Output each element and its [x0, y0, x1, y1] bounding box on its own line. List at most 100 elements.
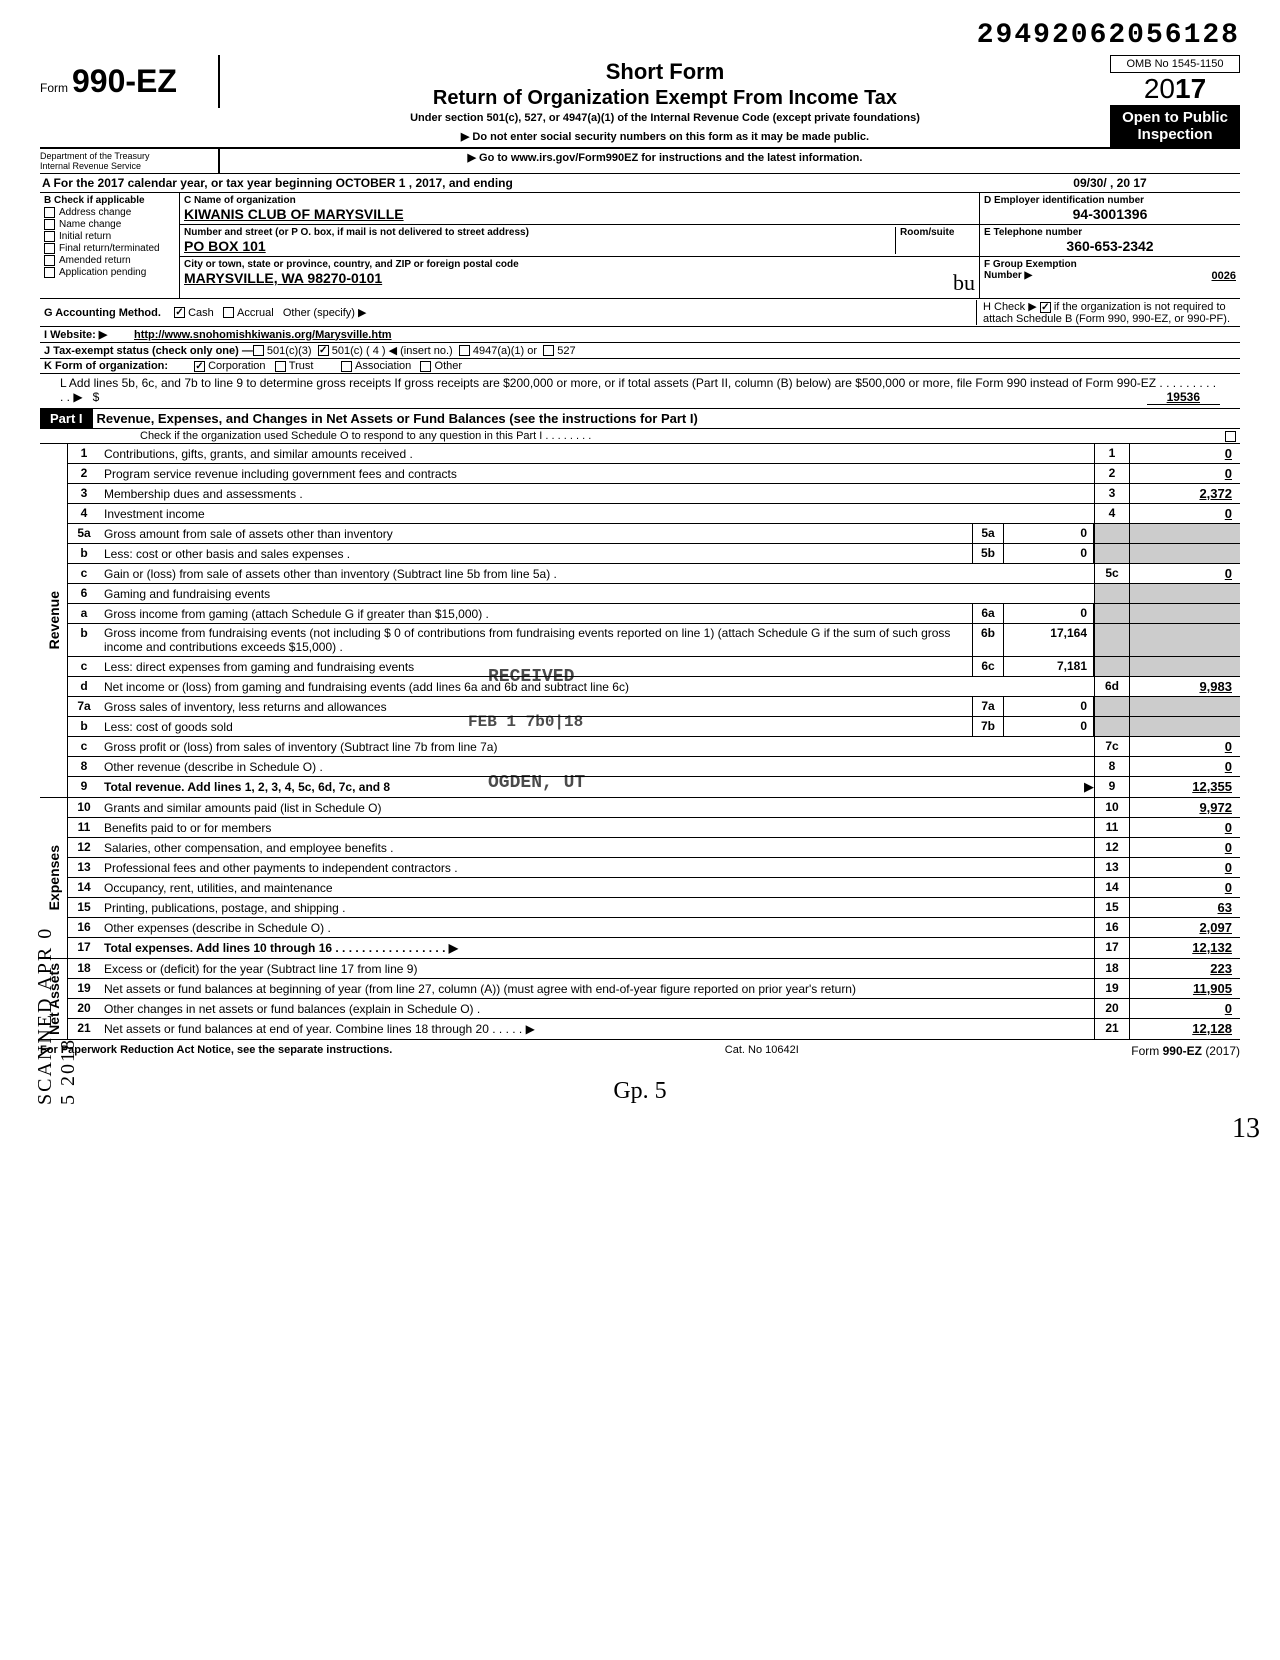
g-row: G Accounting Method. ✓ Cash Accrual Othe… [40, 299, 1240, 327]
k-o1: Corporation [208, 360, 265, 372]
k-c3[interactable] [341, 361, 352, 372]
header-row: Form 990-EZ Short Form Return of Organiz… [40, 55, 1240, 149]
l13-num: 13 [68, 858, 100, 877]
g-other: Other (specify) ▶ [283, 306, 367, 319]
e-val: 360-653-2342 [984, 238, 1236, 254]
j-c4[interactable] [543, 345, 554, 356]
l6b-iv: 17,164 [1004, 624, 1094, 656]
handwritten-bu: bu [953, 270, 975, 296]
l12-en: 12 [1094, 838, 1130, 857]
l7b-sh [1094, 717, 1130, 736]
j-c2[interactable]: ✓ [318, 345, 329, 356]
l1-num: 1 [68, 444, 100, 463]
c-city-cell: City or town, state or province, country… [180, 257, 979, 298]
l16-desc: Other expenses (describe in Schedule O) … [100, 918, 1094, 937]
form-page: 29492062056128 Form 990-EZ Short Form Re… [40, 20, 1240, 1105]
l13-en: 13 [1094, 858, 1130, 877]
l1-desc: Contributions, gifts, grants, and simila… [100, 444, 1094, 463]
footer-right: Form 990-EZ (2017) [1131, 1044, 1240, 1058]
l7a-iv: 0 [1004, 697, 1094, 716]
l3-en: 3 [1094, 484, 1130, 503]
e-cell: E Telephone number 360-653-2342 [980, 225, 1240, 257]
j-c1[interactable] [253, 345, 264, 356]
checkbox[interactable] [44, 267, 55, 278]
l6b-shv [1130, 624, 1240, 656]
c-street-label: Number and street (or P O. box, if mail … [184, 227, 895, 238]
k-c2[interactable] [275, 361, 286, 372]
c-city: MARYSVILLE, WA 98270-0101 [184, 270, 382, 296]
l10-ev: 9,972 [1130, 798, 1240, 817]
l6c-iv: 7,181 [1004, 657, 1094, 676]
k-o4: Other [435, 360, 463, 372]
i-row: I Website: ▶ http://www.snohomishkiwanis… [40, 327, 1240, 343]
ogden-stamp: OGDEN, UT [488, 773, 585, 793]
row-a-right: 09/30/ , 20 17 [980, 174, 1240, 192]
dept-l1: Department of the Treasury [40, 151, 218, 161]
checkbox[interactable] [44, 207, 55, 218]
g-cash-check[interactable]: ✓ [174, 307, 185, 318]
part1-checkbox[interactable] [1225, 431, 1236, 442]
part1-check-text: Check if the organization used Schedule … [140, 430, 591, 442]
j-c3[interactable] [459, 345, 470, 356]
l5b-in: 5b [972, 544, 1004, 563]
public-l1: Open to Public [1112, 109, 1238, 126]
f-label2: Number ▶ [984, 270, 1032, 282]
k-c1[interactable]: ✓ [194, 361, 205, 372]
checkbox[interactable] [44, 219, 55, 230]
expenses-table: Expenses 10Grants and similar amounts pa… [40, 798, 1240, 959]
footer-center: Cat. No 10642I [725, 1044, 799, 1058]
l12-num: 12 [68, 838, 100, 857]
title-main: Short Form [230, 59, 1100, 85]
b-label: B Check if applicable [44, 195, 175, 206]
l6d-ev: 9,983 [1130, 677, 1240, 696]
public-inspection: Open to Public Inspection [1110, 105, 1240, 147]
c-street: PO BOX 101 [184, 238, 895, 254]
revenue-lines: 1Contributions, gifts, grants, and simil… [68, 444, 1240, 797]
checkbox[interactable] [44, 231, 55, 242]
l-amt: 19536 [1147, 390, 1220, 405]
k-o2: Trust [289, 360, 314, 372]
l7b-iv: 0 [1004, 717, 1094, 736]
l2-ev: 0 [1130, 464, 1240, 483]
l2-num: 2 [68, 464, 100, 483]
l11-num: 11 [68, 818, 100, 837]
c-name-cell: C Name of organization KIWANIS CLUB OF M… [180, 193, 979, 225]
g-accrual-check[interactable] [223, 307, 234, 318]
h-check[interactable]: ✓ [1040, 302, 1051, 313]
l6d-num: d [68, 677, 100, 696]
l7c-desc: Gross profit or (loss) from sales of inv… [100, 737, 1094, 756]
checkbox[interactable] [44, 243, 55, 254]
l6c-in: 6c [972, 657, 1004, 676]
l6c-num: c [68, 657, 100, 676]
l5a-iv: 0 [1004, 524, 1094, 543]
l6a-shv [1130, 604, 1240, 623]
i-label: I Website: ▶ [44, 328, 134, 341]
form-number: 990-EZ [72, 63, 177, 100]
k-c4[interactable] [420, 361, 431, 372]
l5a-shv [1130, 524, 1240, 543]
l14-en: 14 [1094, 878, 1130, 897]
l7a-sh [1094, 697, 1130, 716]
part1-check: Check if the organization used Schedule … [40, 429, 1240, 444]
part1-title: Revenue, Expenses, and Changes in Net As… [93, 409, 1240, 428]
j-o2: 501(c) ( 4 ) ◀ (insert no.) [332, 344, 453, 357]
b-label-3: Final return/terminated [59, 243, 160, 254]
l6a-iv: 0 [1004, 604, 1094, 623]
checkbox[interactable] [44, 255, 55, 266]
l7b-shv [1130, 717, 1240, 736]
l10-desc: Grants and similar amounts paid (list in… [100, 798, 1094, 817]
feb-stamp: FEB 1 7b0|18 [468, 713, 583, 731]
l5b-iv: 0 [1004, 544, 1094, 563]
l9-ev: 12,355 [1130, 777, 1240, 797]
k-o3: Association [355, 360, 411, 372]
l1-en: 1 [1094, 444, 1130, 463]
l18-desc: Excess or (deficit) for the year (Subtra… [100, 959, 1094, 978]
b-item-5: Application pending [44, 267, 175, 278]
info-grid: B Check if applicable Address change Nam… [40, 193, 1240, 299]
c-label: C Name of organization [184, 195, 975, 206]
l21-desc: Net assets or fund balances at end of ye… [100, 1019, 1094, 1039]
l5a-sh [1094, 524, 1130, 543]
g-cash: Cash [188, 307, 214, 319]
l17-desc: Total expenses. Add lines 10 through 16 … [100, 938, 1094, 958]
col-d: D Employer identification number 94-3001… [980, 193, 1240, 298]
